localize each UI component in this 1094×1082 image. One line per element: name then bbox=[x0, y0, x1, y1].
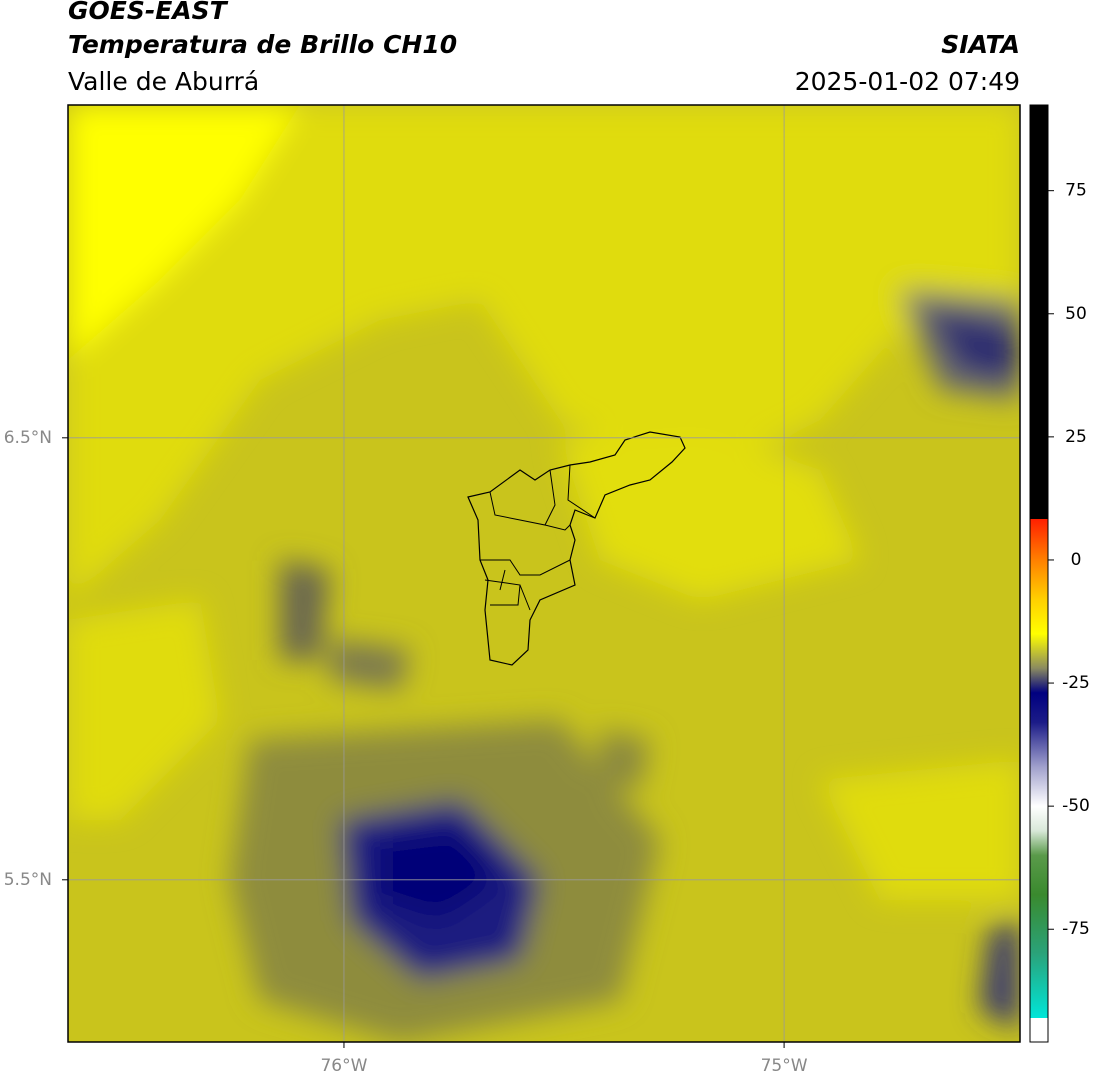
colorbar-tick-label: -75 bbox=[1062, 919, 1090, 939]
colorbar-tick-label: -25 bbox=[1062, 673, 1090, 693]
x-tick-label: 75°W bbox=[761, 1056, 808, 1076]
x-tick-label: 76°W bbox=[320, 1056, 367, 1076]
title: GOES-EAST bbox=[68, 0, 229, 25]
colorbar bbox=[1029, 104, 1049, 1043]
colorbar-tick-label: 50 bbox=[1065, 304, 1087, 324]
colorbar-tick-label: 25 bbox=[1065, 427, 1087, 447]
region: Valle de Aburrá bbox=[68, 67, 259, 96]
y-tick-label: 5.5°N bbox=[4, 870, 52, 890]
colorbar-tick-label: 0 bbox=[1071, 550, 1082, 570]
subtitle: Temperatura de Brillo CH10 bbox=[68, 30, 457, 59]
map-field bbox=[68, 105, 1020, 1042]
datetime: 2025-01-02 07:49 bbox=[795, 67, 1020, 96]
y-tick-label: 6.5°N bbox=[4, 428, 52, 448]
map-frame bbox=[67, 104, 1021, 1043]
colorbar-tick-label: 75 bbox=[1065, 181, 1087, 201]
agency: SIATA bbox=[941, 30, 1020, 59]
colorbar-tick-label: -50 bbox=[1062, 796, 1090, 816]
